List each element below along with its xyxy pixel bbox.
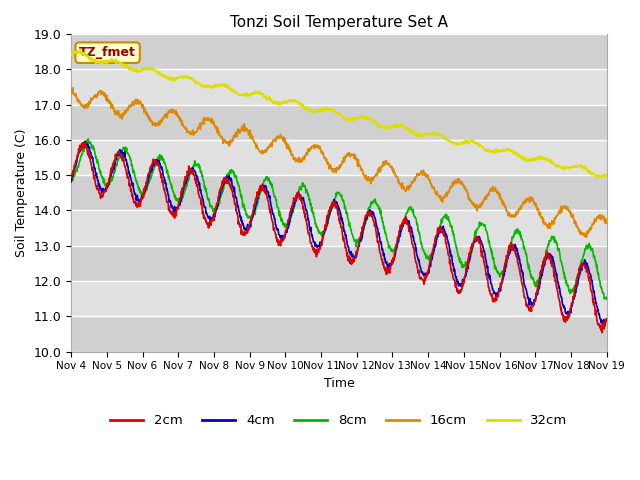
Bar [71, 105, 607, 140]
Bar [71, 316, 607, 352]
Bar [71, 34, 607, 69]
Bar [71, 246, 607, 281]
Text: TZ_fmet: TZ_fmet [79, 46, 136, 59]
Y-axis label: Soil Temperature (C): Soil Temperature (C) [15, 129, 28, 257]
Bar [71, 211, 607, 246]
Bar [71, 69, 607, 105]
Legend: 2cm, 4cm, 8cm, 16cm, 32cm: 2cm, 4cm, 8cm, 16cm, 32cm [105, 409, 573, 432]
X-axis label: Time: Time [323, 377, 355, 390]
Title: Tonzi Soil Temperature Set A: Tonzi Soil Temperature Set A [230, 15, 448, 30]
Bar [71, 140, 607, 175]
Bar [71, 175, 607, 211]
Bar [71, 281, 607, 316]
